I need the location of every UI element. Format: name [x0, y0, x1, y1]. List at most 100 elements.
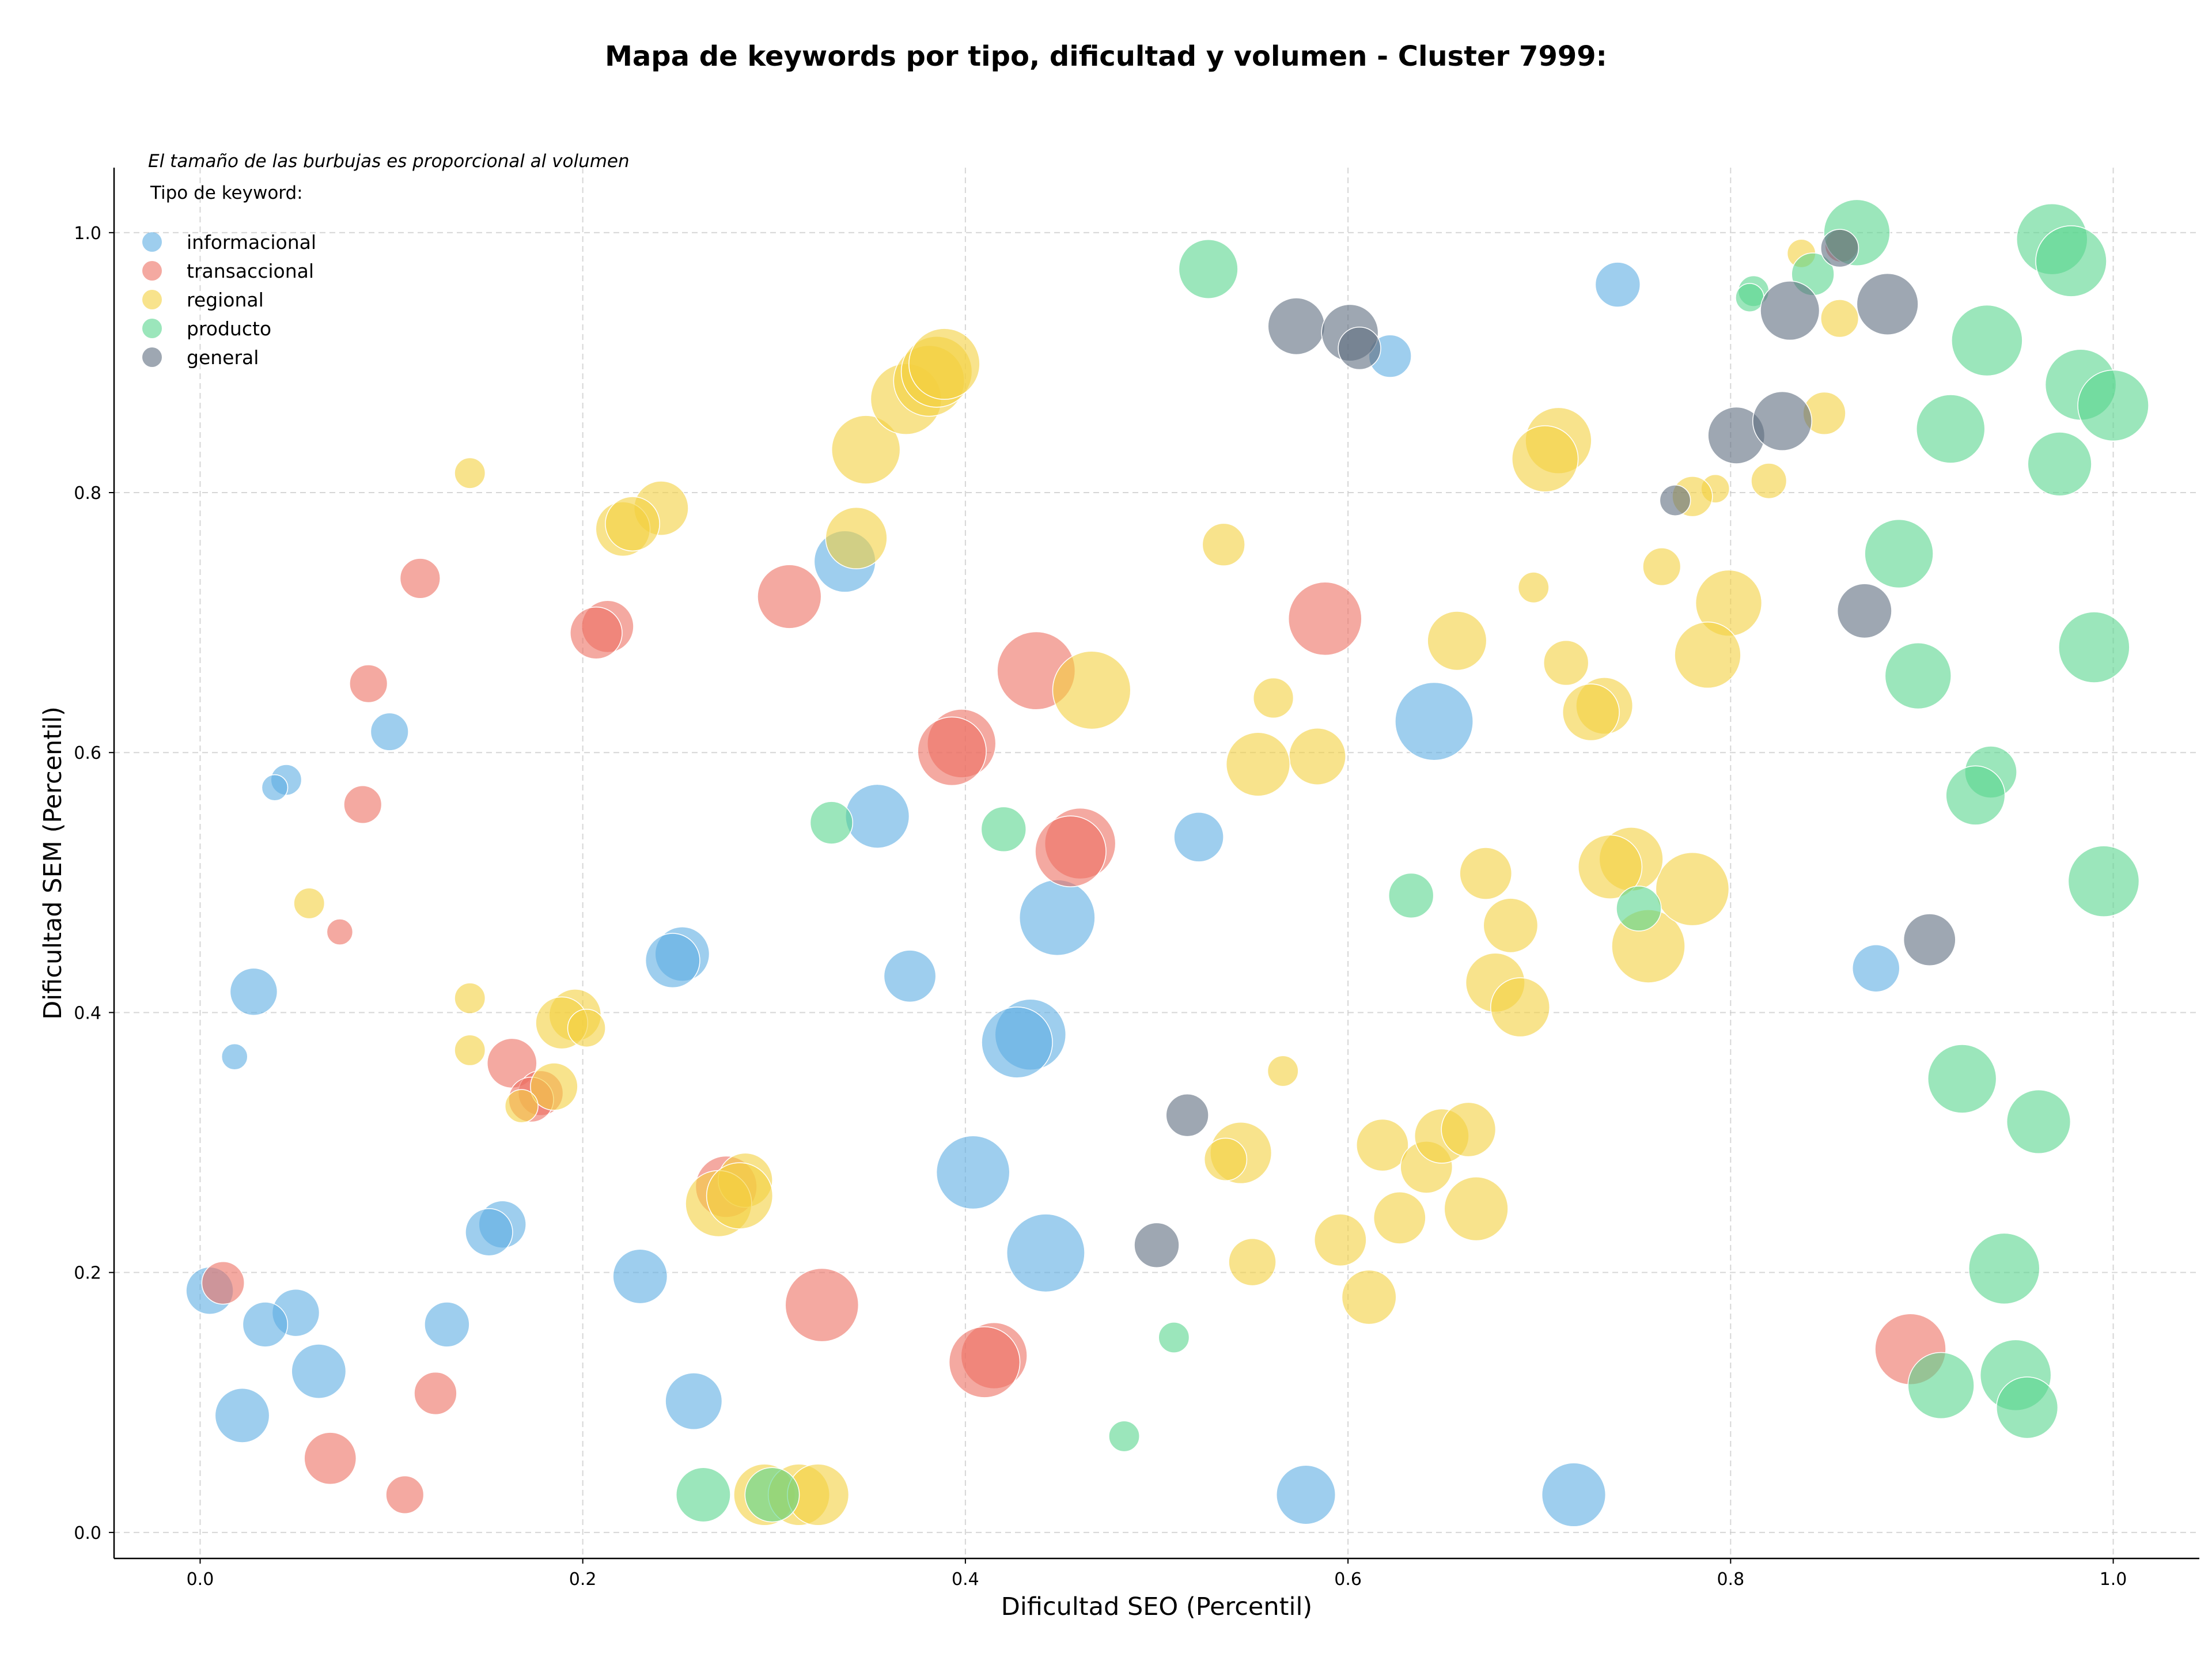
legend: El tamaño de las burbujas es proporciona… [142, 151, 630, 369]
bubble-transaccional [414, 1371, 457, 1416]
legend-marker-informacional [142, 232, 162, 252]
bubble-regional [1228, 1238, 1277, 1287]
bubble-regional [1642, 547, 1681, 587]
legend-label-regional: regional [187, 289, 264, 311]
bubble-producto [2077, 369, 2149, 442]
bubble-regional [1441, 1102, 1497, 1157]
bubble-regional [1313, 1213, 1367, 1267]
bubble-producto [1996, 1376, 2059, 1439]
bubble-regional [1820, 299, 1859, 338]
bubble-regional [1459, 847, 1513, 900]
bubble-regional [908, 328, 980, 400]
bubble-transaccional [757, 564, 822, 629]
bubble-producto [1158, 1322, 1190, 1353]
y-tick-label: 1.0 [74, 224, 101, 244]
y-tick-label: 0.0 [74, 1523, 101, 1543]
legend-title: Tipo de keyword: [150, 183, 303, 203]
bubble-informacional [465, 1208, 513, 1257]
bubble-informacional [424, 1301, 470, 1348]
bubble-regional [1517, 572, 1550, 604]
bubble-informacional [845, 784, 910, 849]
bubble-informacional [242, 1301, 289, 1348]
bubble-general [1134, 1222, 1180, 1268]
bubble-producto [744, 1467, 800, 1523]
legend-marker-regional [142, 290, 162, 309]
bubble-informacional [612, 1248, 668, 1304]
bubble-transaccional [304, 1432, 357, 1485]
bubble-regional [1252, 677, 1294, 719]
axis-ticks: 0.0 0.2 0.4 0.6 0.8 1.0 0.0 0.2 0.4 0.6 0.8 1.0 [74, 224, 2127, 1590]
legend-label-producto: producto [187, 317, 271, 340]
bubble-regional [1674, 621, 1741, 689]
bubble-informacional [1173, 812, 1224, 862]
bubble-regional [706, 1162, 774, 1229]
bubble-regional [1562, 683, 1620, 741]
y-tick-label: 0.6 [74, 743, 101, 763]
bubble-producto [2035, 225, 2107, 297]
bubble-producto [1864, 519, 1934, 589]
bubble-producto [2058, 611, 2130, 683]
bubble-informacional [1276, 1465, 1336, 1525]
legend-marker-general [142, 347, 162, 367]
bubble-informacional [1851, 944, 1900, 993]
legend-marker-producto [142, 319, 162, 338]
bubble-general [1752, 391, 1812, 451]
bubble-general [1165, 1094, 1209, 1137]
bubble-transaccional [1287, 581, 1362, 656]
bubble-producto [2027, 432, 2092, 497]
bubble-transaccional [343, 785, 382, 824]
bubble-producto [1968, 1232, 2040, 1305]
bubble-producto [1884, 642, 1952, 710]
bubble-informacional [291, 1344, 347, 1399]
bubble-regional [1427, 611, 1487, 671]
bubble-informacional [1594, 262, 1641, 308]
bubble-informacional [645, 933, 700, 989]
legend-label-transaccional: transaccional [187, 260, 314, 282]
bubble-transaccional [570, 606, 623, 660]
bubble-regional [1373, 1191, 1426, 1244]
bubble-informacional [1018, 879, 1096, 956]
y-axis-label: Dificultad SEM (Percentil) [39, 706, 67, 1020]
bubble-regional [1356, 1118, 1409, 1172]
bubble-producto [1916, 394, 1986, 464]
bubble-producto [1951, 304, 2023, 377]
chart-title: Mapa de keywords por tipo, dificultad y … [605, 40, 1607, 73]
bubble-informacional [1541, 1462, 1607, 1527]
bubble-regional [1341, 1269, 1397, 1325]
bubble-transaccional [326, 918, 354, 945]
bubble-regional [454, 982, 486, 1015]
x-tick-label: 0.0 [187, 1569, 214, 1590]
series-informacional [185, 262, 1900, 1527]
bubble-general [1338, 326, 1381, 370]
bubble-regional [1267, 1055, 1299, 1087]
bubble-informacional [261, 774, 289, 801]
bubble-informacional [229, 967, 278, 1016]
bubble-transaccional [349, 664, 388, 703]
bubble-general [1820, 229, 1859, 268]
bubble-regional [567, 1008, 606, 1048]
legend-label-general: general [187, 346, 259, 369]
bubble-informacional [221, 1043, 248, 1070]
bubble-producto [2067, 845, 2140, 917]
bubble-informacional [665, 1372, 723, 1430]
bubble-producto [1178, 239, 1238, 299]
bubble-informacional [1395, 682, 1474, 761]
bubble-regional [605, 496, 660, 552]
bubble-general [1903, 913, 1956, 966]
bubble-regional [1225, 732, 1291, 797]
bubble-producto [1907, 1352, 1975, 1420]
bubble-producto [809, 801, 854, 845]
bubble-regional [1578, 834, 1643, 899]
bubble-producto [980, 806, 1027, 853]
x-tick-label: 0.6 [1334, 1569, 1362, 1590]
bubble-producto [1108, 1420, 1140, 1452]
bubble-producto [1388, 872, 1434, 919]
legend-label-informacional: informacional [187, 231, 316, 253]
bubble-producto [2006, 1089, 2071, 1155]
bubble-general [1659, 485, 1691, 516]
bubble-regional [831, 415, 901, 485]
bubble-producto [1927, 1044, 1997, 1114]
bubble-regional [1444, 1176, 1509, 1242]
y-tick-label: 0.2 [74, 1263, 101, 1284]
